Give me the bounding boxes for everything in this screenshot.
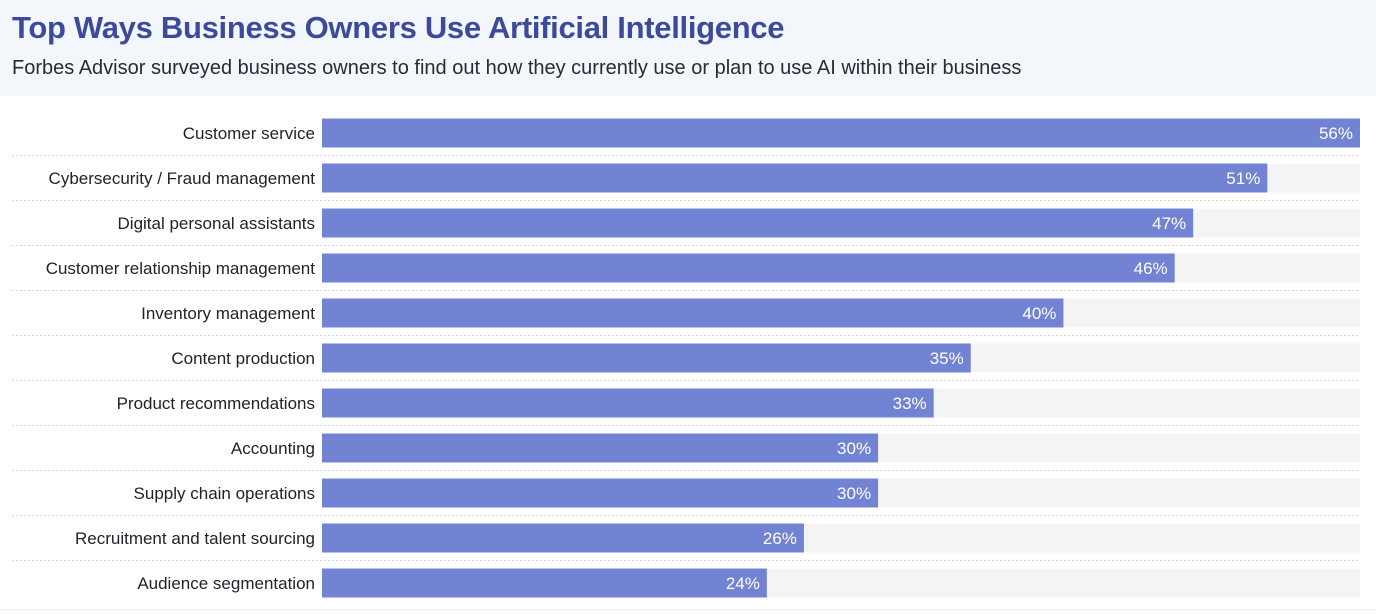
category-label: Recruitment and talent sourcing — [75, 529, 315, 548]
bar — [322, 523, 804, 553]
category-label: Content production — [171, 349, 315, 368]
bar — [322, 388, 934, 418]
bar — [322, 253, 1175, 283]
category-label: Accounting — [231, 439, 315, 458]
data-label: 47% — [1152, 214, 1186, 233]
bar — [322, 568, 767, 598]
data-label: 40% — [1022, 304, 1056, 323]
chart-header: Top Ways Business Owners Use Artificial … — [0, 0, 1376, 96]
category-label: Inventory management — [141, 304, 315, 323]
bar — [322, 208, 1194, 238]
chart-subtitle: Forbes Advisor surveyed business owners … — [12, 57, 1022, 79]
bar — [322, 343, 971, 373]
data-label: 46% — [1134, 259, 1168, 278]
category-label: Audience segmentation — [137, 574, 315, 593]
category-label: Supply chain operations — [134, 484, 315, 503]
category-label: Customer relationship management — [46, 259, 316, 278]
category-label: Digital personal assistants — [118, 214, 315, 233]
bar-chart: Customer service 56% Cybersecurity / Fraud… — [0, 118, 1376, 611]
category-label: Customer service — [183, 124, 315, 143]
category-label: Product recommendations — [117, 394, 315, 413]
category-label: Cybersecurity / Fraud management — [49, 169, 316, 188]
bar — [322, 433, 879, 463]
data-label: 30% — [837, 439, 871, 458]
data-label: 33% — [893, 394, 927, 413]
bar — [322, 298, 1064, 328]
data-label: 26% — [763, 529, 797, 548]
chart-title: Top Ways Business Owners Use Artificial … — [12, 10, 785, 45]
data-label: 24% — [726, 574, 760, 593]
bar — [322, 118, 1360, 148]
data-label: 30% — [837, 484, 871, 503]
data-label: 51% — [1226, 169, 1260, 188]
bar — [322, 478, 879, 508]
data-label: 56% — [1319, 124, 1353, 143]
data-label: 35% — [930, 349, 964, 368]
bar — [322, 163, 1268, 193]
